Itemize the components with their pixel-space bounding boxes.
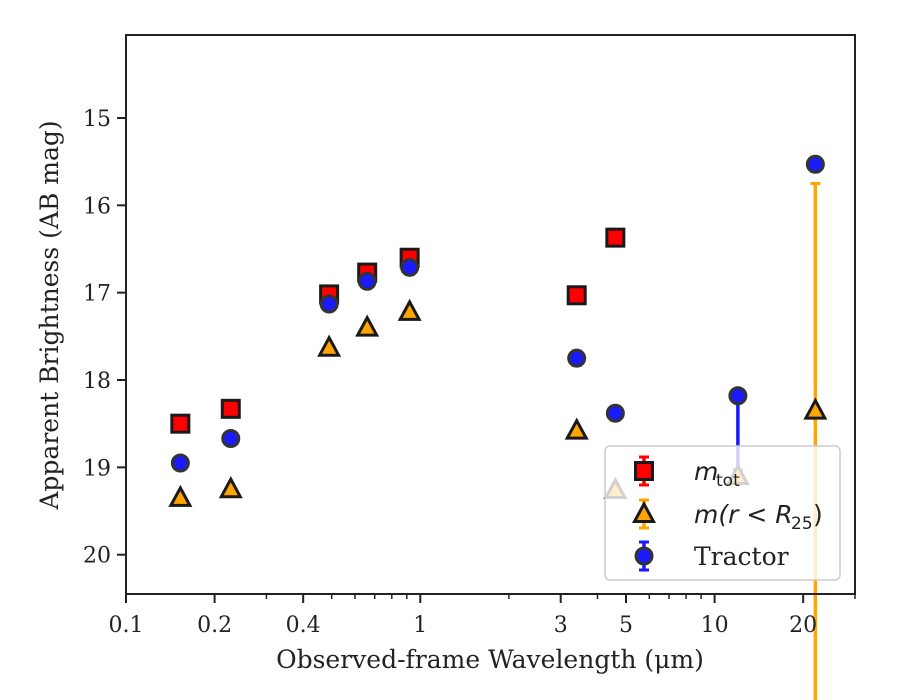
x-tick-label-3: 1 bbox=[413, 613, 427, 638]
legend-frame bbox=[604, 445, 841, 581]
x-tick-label-1: 0.2 bbox=[197, 613, 232, 638]
mr25-point-1 bbox=[218, 476, 243, 499]
y-tick-label-0: 15 bbox=[83, 107, 111, 132]
x-tick-label-2: 0.4 bbox=[286, 613, 321, 638]
mr25-point-8 bbox=[803, 397, 828, 420]
y-tick-label-3: 18 bbox=[83, 369, 111, 394]
legend-marker-mtot bbox=[634, 461, 654, 481]
legend-entry-mr25: m(r < R25) bbox=[631, 498, 823, 534]
y-tick-label-2: 17 bbox=[83, 282, 111, 307]
x-axis-label: Observed-frame Wavelength (μm) bbox=[276, 645, 704, 674]
x-tick-label-5: 5 bbox=[619, 613, 633, 638]
x-tick-label-6: 10 bbox=[701, 613, 729, 638]
tractor-point-2 bbox=[319, 294, 339, 314]
legend-label-mr25: m(r < R bbox=[694, 500, 793, 529]
tractor-point-5 bbox=[567, 348, 587, 368]
mr25-point-0 bbox=[168, 484, 193, 507]
tick-layer: 0.1 0.2 0.4 1 3 5 10 20 15 16 17 18 19 20 bbox=[83, 107, 856, 638]
mtot-point-5 bbox=[566, 285, 587, 306]
x-tick-label-4: 3 bbox=[554, 613, 568, 638]
tractor-point-0 bbox=[170, 453, 190, 473]
mr25-point-2 bbox=[317, 334, 342, 357]
legend-label-tractor: Tractor bbox=[694, 542, 789, 571]
mr25-point-5 bbox=[564, 417, 589, 440]
tractor-point-8 bbox=[805, 154, 825, 174]
mr25-point-4 bbox=[397, 298, 422, 321]
y-axis-label: Apparent Brightness (AB mag) bbox=[35, 120, 64, 510]
mtot-point-0 bbox=[170, 413, 191, 434]
tractor-point-4 bbox=[400, 257, 420, 277]
mtot-point-6 bbox=[605, 227, 626, 248]
mtot-point-1 bbox=[220, 398, 241, 419]
legend-label-mtot: m bbox=[694, 457, 718, 486]
y-tick-label-4: 19 bbox=[83, 456, 111, 481]
x-tick-label-0: 0.1 bbox=[109, 613, 144, 638]
legend-sub-mr25: 25 bbox=[791, 514, 813, 534]
tractor-point-1 bbox=[221, 429, 241, 449]
y-tick-label-1: 16 bbox=[83, 194, 111, 219]
legend-close-mr25: ) bbox=[813, 500, 823, 529]
legend-entry-tractor: Tractor bbox=[634, 540, 789, 572]
tractor-point-6 bbox=[605, 403, 625, 423]
legend-marker-tractor bbox=[634, 546, 654, 566]
legend-marker-mr25 bbox=[631, 500, 657, 523]
legend-sub-mtot: tot bbox=[716, 471, 740, 491]
tractor-point-7 bbox=[728, 386, 748, 406]
tractor-point-3 bbox=[357, 271, 377, 291]
y-tick-label-5: 20 bbox=[83, 544, 111, 569]
plot-frame bbox=[125, 34, 856, 595]
mr25-point-3 bbox=[355, 314, 380, 337]
x-tick-label-7: 20 bbox=[789, 613, 817, 638]
